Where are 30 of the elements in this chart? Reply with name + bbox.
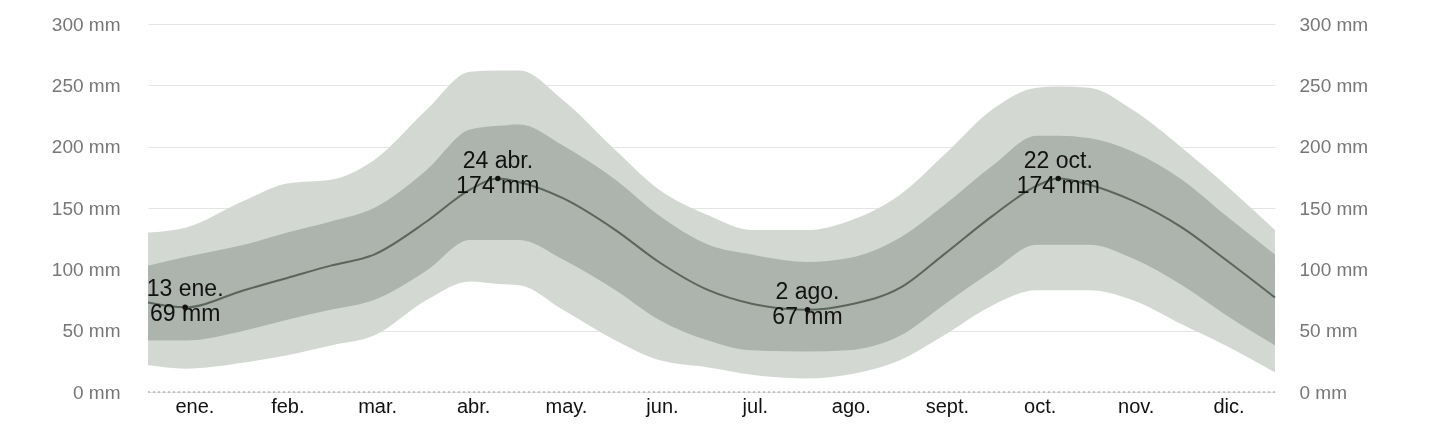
annotation: 22 oct. 174 mm [1016, 146, 1100, 198]
y-tick-label: 100 mm [51, 258, 121, 280]
annotation: 13 ene. 69 mm [146, 275, 224, 327]
y-tick-label: 0 mm [73, 381, 121, 403]
annotation: 2 ago. 67 mm [772, 277, 843, 329]
x-tick-label: sept. [925, 394, 969, 417]
x-tick-label: oct. [1024, 394, 1057, 417]
x-tick-label: may. [545, 394, 588, 417]
annotation: 24 abr. 174 mm [456, 146, 540, 198]
x-tick-label: jul. [741, 394, 769, 417]
y2-tick-label: 50 mm [1299, 320, 1358, 342]
y2-tick-label: 150 mm [1299, 197, 1369, 219]
y-tick-label: 250 mm [51, 74, 121, 96]
x-tick-label: ene. [175, 394, 215, 417]
x-tick-label: feb. [271, 394, 305, 417]
y-tick-label: 50 mm [62, 320, 121, 342]
x-tick-label: abr. [456, 394, 491, 417]
y2-tick-label: 200 mm [1299, 136, 1369, 158]
x-tick-label: dic. [1213, 394, 1245, 417]
y-tick-label: 200 mm [51, 136, 121, 158]
y2-tick-label: 300 mm [1299, 13, 1369, 35]
y2-tick-label: 0 mm [1299, 381, 1347, 403]
y2-tick-label: 100 mm [1299, 258, 1369, 280]
x-tick-label: mar. [358, 394, 398, 417]
y-tick-label: 150 mm [51, 197, 121, 219]
x-tick-label: nov. [1118, 394, 1155, 417]
x-tick-label: jun. [645, 394, 679, 417]
y-tick-label: 300 mm [51, 13, 121, 35]
x-tick-label: ago. [831, 394, 871, 417]
y2-tick-label: 250 mm [1299, 74, 1369, 96]
